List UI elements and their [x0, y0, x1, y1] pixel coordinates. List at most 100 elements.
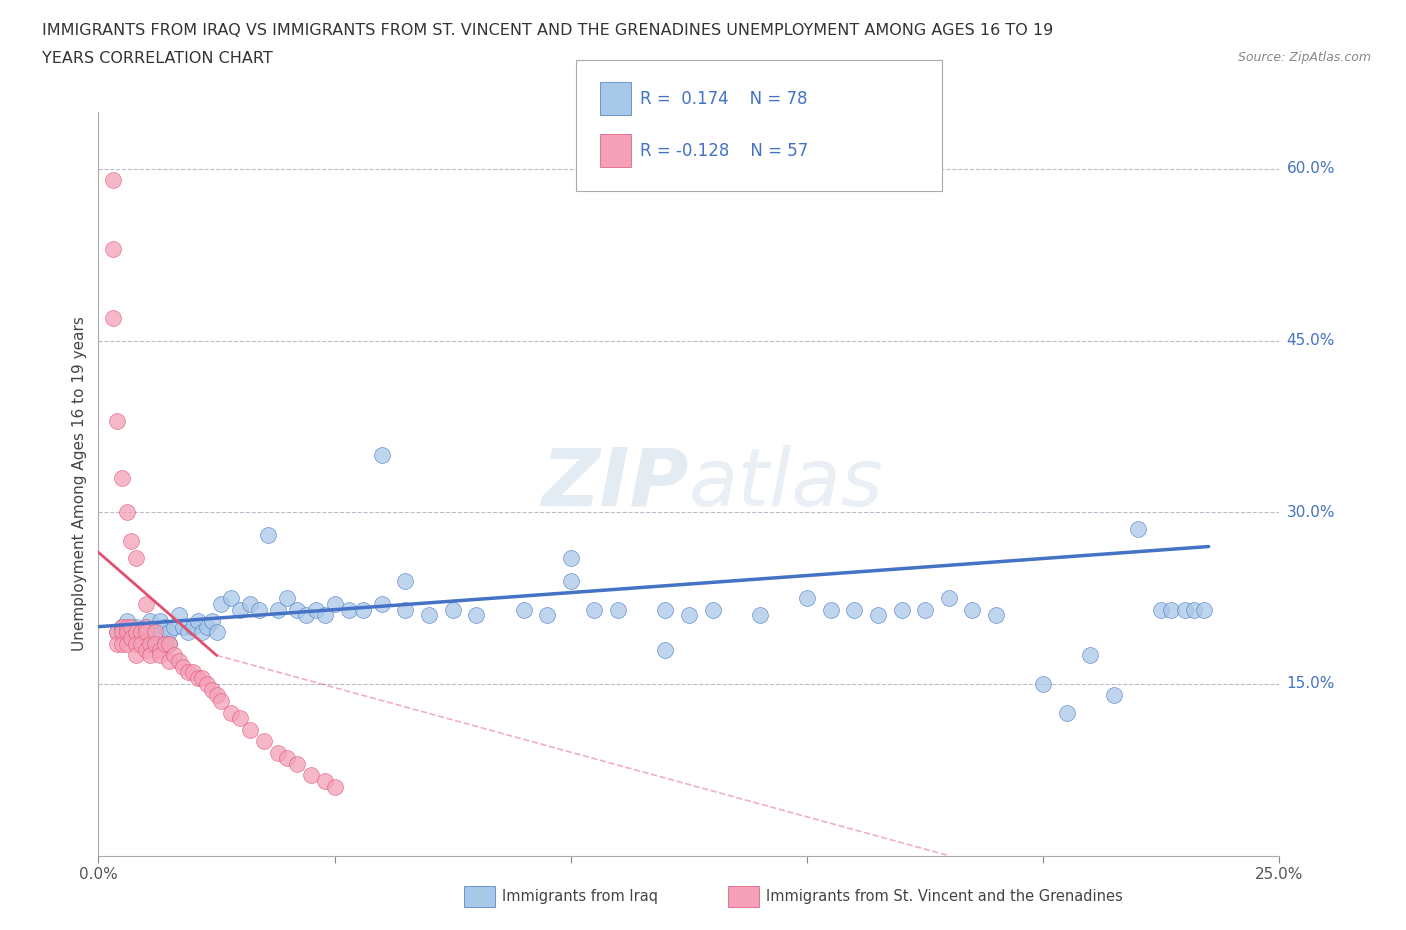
Point	[209, 596, 232, 611]
Point	[157, 654, 180, 669]
Point	[121, 631, 143, 645]
Point	[101, 242, 124, 257]
Point	[1032, 676, 1054, 691]
Point	[105, 625, 128, 640]
Point	[195, 619, 218, 634]
Point	[253, 734, 276, 749]
Y-axis label: Unemployment Among Ages 16 to 19 years: Unemployment Among Ages 16 to 19 years	[72, 316, 87, 651]
Point	[149, 614, 172, 629]
Point	[135, 596, 157, 611]
Point	[239, 596, 262, 611]
Point	[149, 642, 172, 657]
Point	[129, 625, 152, 640]
Point	[844, 602, 866, 617]
Point	[560, 551, 582, 565]
Point	[129, 636, 152, 651]
Point	[135, 619, 157, 634]
Point	[229, 711, 252, 725]
Point	[1150, 602, 1173, 617]
Point	[125, 625, 148, 640]
Point	[157, 636, 180, 651]
Point	[121, 625, 143, 640]
Point	[111, 625, 134, 640]
Point	[101, 173, 124, 188]
Point	[583, 602, 606, 617]
Point	[1174, 602, 1197, 617]
Point	[314, 608, 336, 623]
Point	[135, 631, 157, 645]
Point	[143, 636, 166, 651]
Point	[229, 602, 252, 617]
Text: atlas: atlas	[689, 445, 884, 523]
Point	[1102, 688, 1125, 703]
Point	[276, 751, 298, 765]
Point	[257, 527, 280, 542]
Point	[607, 602, 630, 617]
Point	[820, 602, 842, 617]
Text: Source: ZipAtlas.com: Source: ZipAtlas.com	[1237, 51, 1371, 64]
Point	[219, 591, 242, 605]
Point	[285, 602, 308, 617]
Point	[111, 471, 134, 485]
Point	[187, 671, 209, 685]
Point	[111, 619, 134, 634]
Text: ZIP: ZIP	[541, 445, 689, 523]
Point	[305, 602, 328, 617]
Point	[1056, 705, 1078, 720]
Point	[796, 591, 818, 605]
Text: IMMIGRANTS FROM IRAQ VS IMMIGRANTS FROM ST. VINCENT AND THE GRENADINES UNEMPLOYM: IMMIGRANTS FROM IRAQ VS IMMIGRANTS FROM …	[42, 23, 1053, 38]
Point	[267, 602, 290, 617]
Point	[157, 625, 180, 640]
Point	[121, 619, 143, 634]
Point	[172, 659, 194, 674]
Point	[536, 608, 558, 623]
Point	[167, 654, 190, 669]
Point	[139, 614, 162, 629]
Point	[394, 574, 416, 589]
Point	[157, 636, 180, 651]
Text: 15.0%: 15.0%	[1286, 676, 1334, 691]
Point	[163, 648, 186, 663]
Point	[654, 602, 676, 617]
Point	[177, 625, 200, 640]
Point	[139, 648, 162, 663]
Point	[441, 602, 464, 617]
Text: Immigrants from St. Vincent and the Grenadines: Immigrants from St. Vincent and the Gren…	[766, 889, 1123, 904]
Point	[115, 625, 138, 640]
Point	[191, 671, 214, 685]
Point	[1126, 522, 1149, 537]
Point	[1080, 648, 1102, 663]
Point	[105, 636, 128, 651]
Point	[219, 705, 242, 720]
Point	[201, 614, 224, 629]
Point	[167, 608, 190, 623]
Point	[866, 608, 889, 623]
Point	[938, 591, 960, 605]
Point	[285, 757, 308, 772]
Point	[984, 608, 1007, 623]
Point	[187, 614, 209, 629]
Point	[101, 311, 124, 325]
Point	[143, 625, 166, 640]
Point	[153, 636, 176, 651]
Point	[153, 619, 176, 634]
Point	[149, 648, 172, 663]
Point	[135, 619, 157, 634]
Point	[172, 619, 194, 634]
Point	[295, 608, 318, 623]
Point	[276, 591, 298, 605]
Point	[105, 413, 128, 428]
Point	[121, 534, 143, 549]
Point	[111, 619, 134, 634]
Point	[111, 636, 134, 651]
Point	[115, 619, 138, 634]
Point	[149, 625, 172, 640]
Point	[962, 602, 984, 617]
Point	[135, 642, 157, 657]
Text: R =  0.174    N = 78: R = 0.174 N = 78	[640, 89, 807, 108]
Text: Immigrants from Iraq: Immigrants from Iraq	[502, 889, 658, 904]
Text: R = -0.128    N = 57: R = -0.128 N = 57	[640, 141, 808, 160]
Point	[181, 619, 204, 634]
Point	[323, 779, 346, 794]
Point	[115, 614, 138, 629]
